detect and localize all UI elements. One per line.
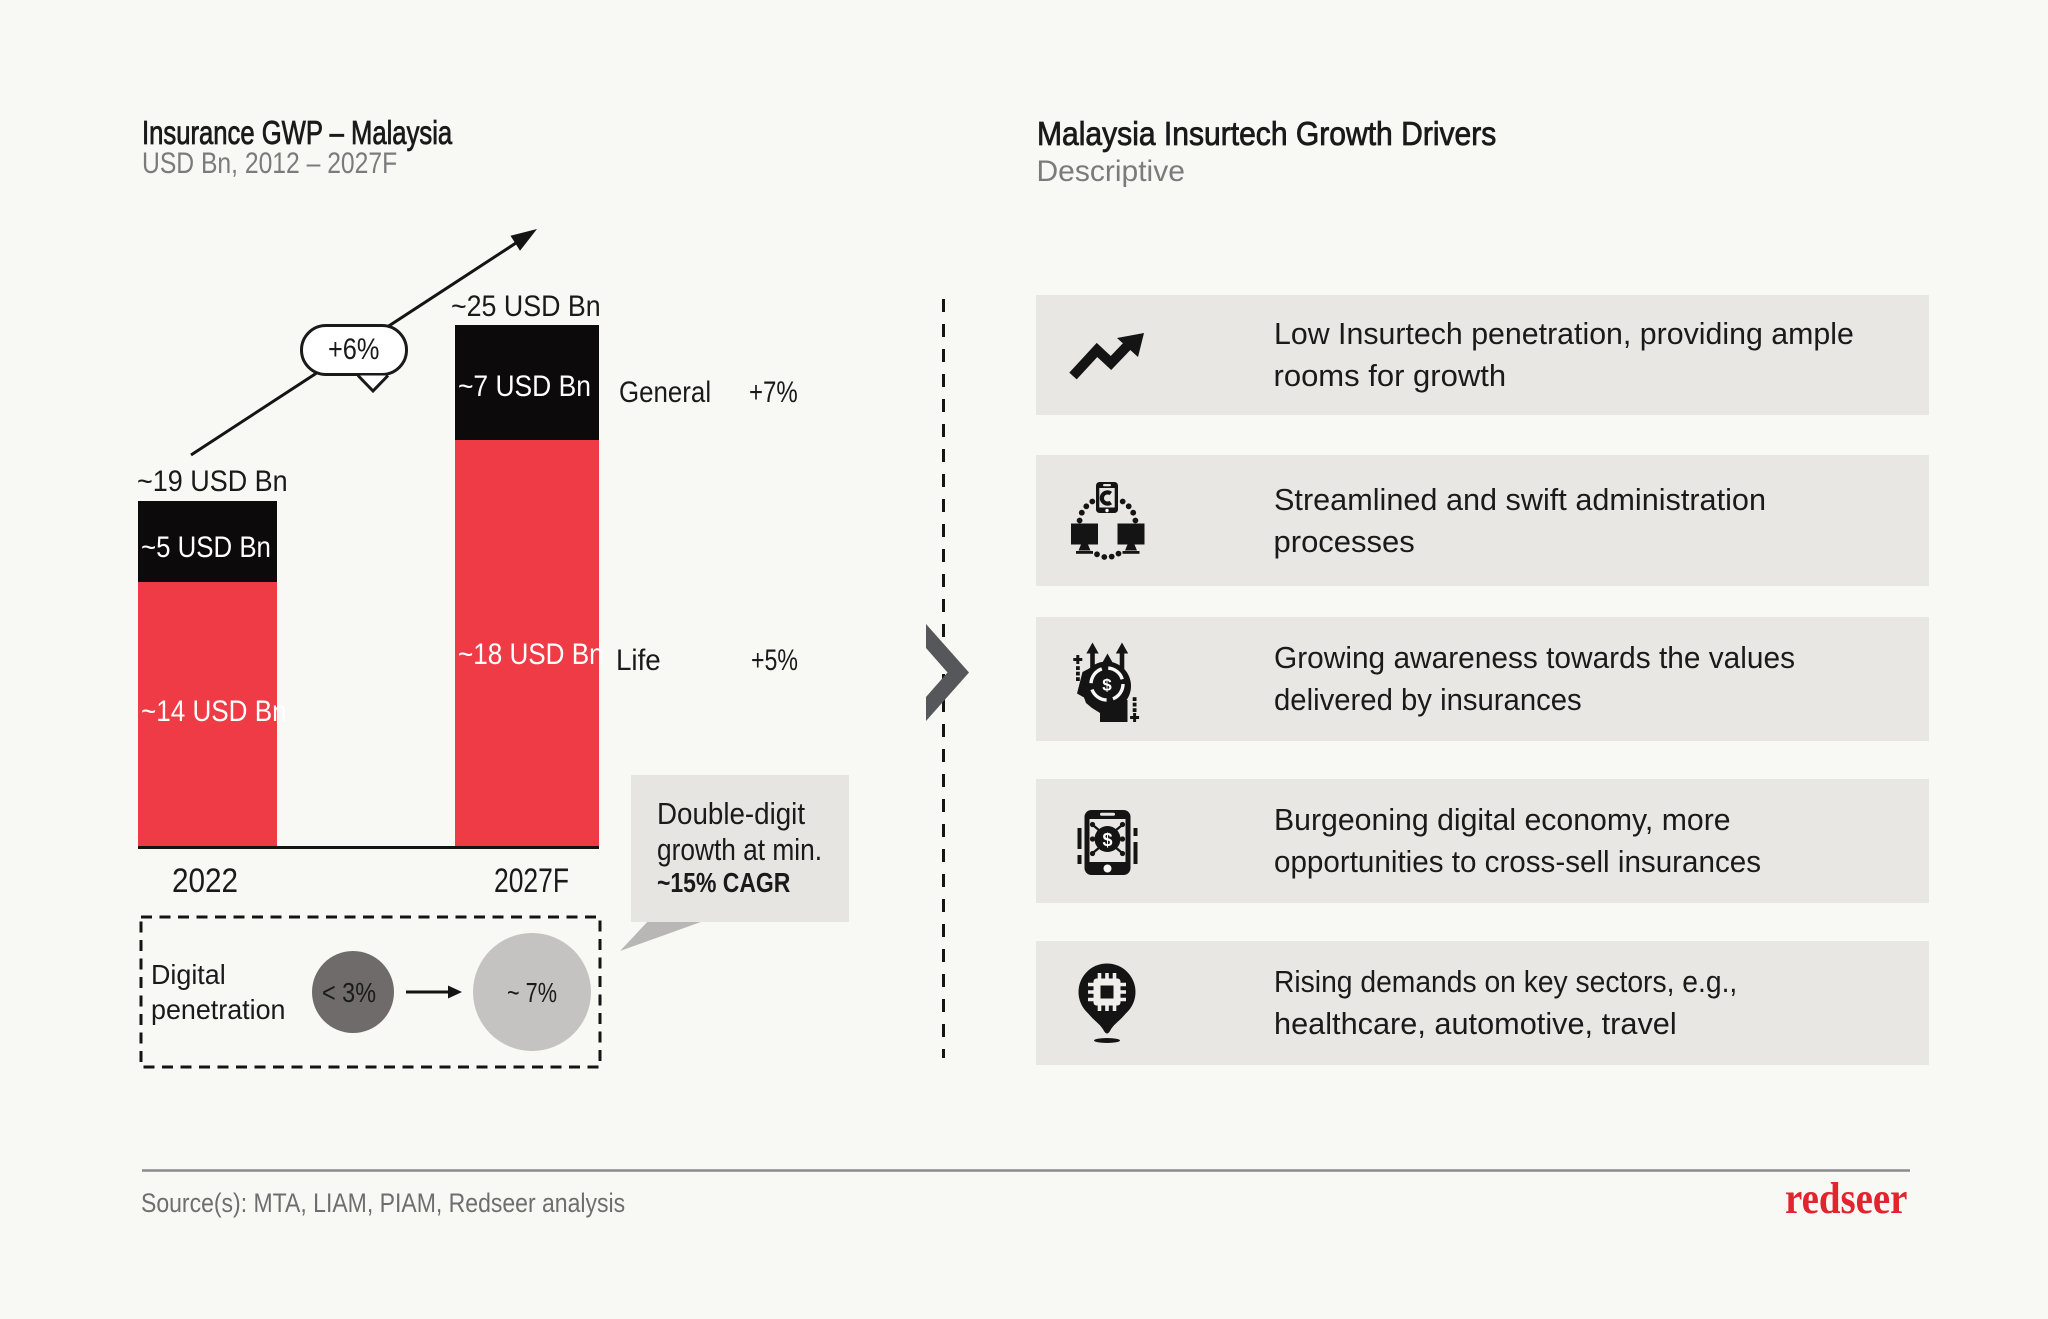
svg-text:$: $ [1102,676,1112,695]
svg-text:$: $ [1102,830,1112,850]
